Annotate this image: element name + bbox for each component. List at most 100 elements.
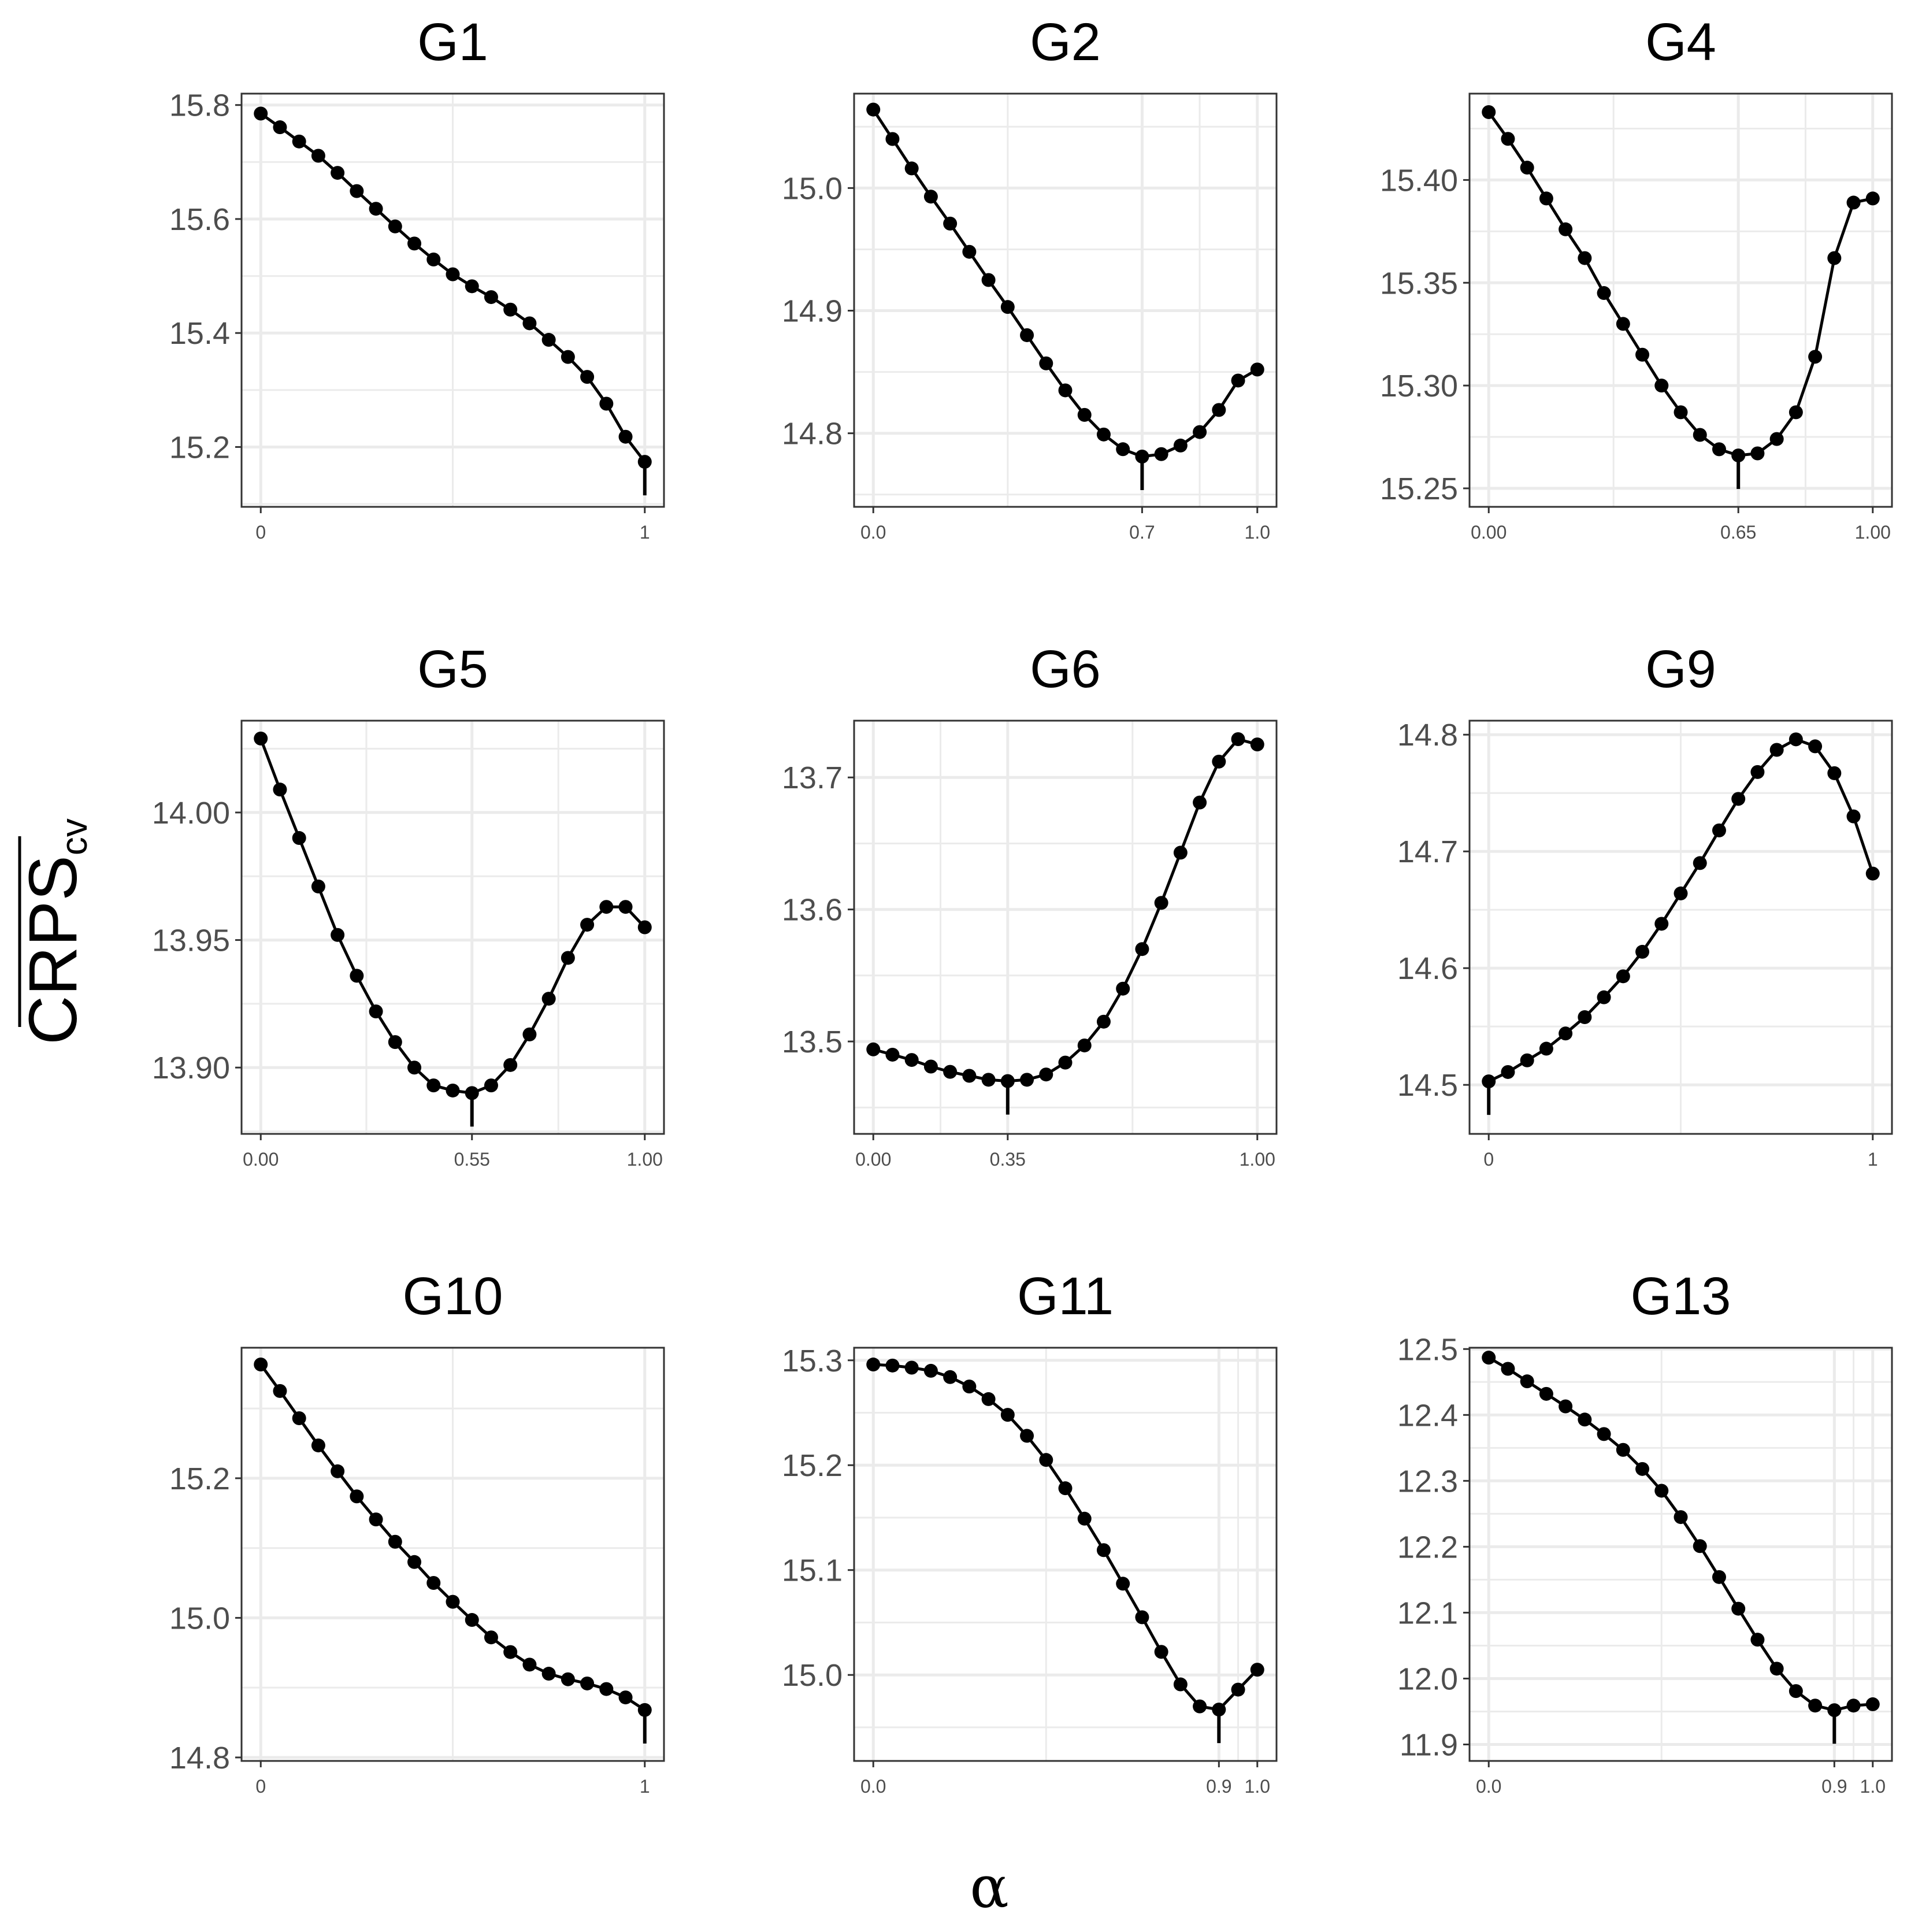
data-point (1635, 944, 1650, 959)
y-tick-label: 15.30 (1380, 369, 1458, 403)
data-point (273, 120, 287, 135)
data-point (1020, 1073, 1034, 1087)
y-tick-label: 15.2 (169, 430, 230, 465)
data-point (1539, 1041, 1553, 1056)
data-point (866, 102, 881, 117)
data-point (618, 900, 633, 914)
data-point (1077, 1511, 1092, 1526)
data-point (273, 1384, 287, 1398)
data-point (1559, 222, 1573, 236)
data-point (1635, 1462, 1650, 1476)
y-tick-label: 11.9 (1400, 1727, 1458, 1762)
data-point (1231, 373, 1245, 388)
data-point (522, 1027, 537, 1041)
y-tick-label: 15.0 (782, 171, 843, 206)
y-tick-label: 15.0 (782, 1658, 843, 1693)
panel-g10: 14.8 15.0 15.2 0 1 G10 (169, 1267, 665, 1797)
data-point (1116, 1577, 1130, 1591)
data-point (1846, 1699, 1861, 1713)
panel-background (1470, 94, 1892, 507)
data-point (292, 134, 306, 149)
data-point (962, 1380, 977, 1394)
x-tick-label: 1 (1868, 1149, 1878, 1170)
data-point (943, 216, 958, 231)
y-axis-title-text: CRPS (15, 855, 91, 1045)
data-point (311, 1438, 325, 1453)
data-point (1250, 1663, 1264, 1677)
panel-border (240, 720, 665, 1135)
data-point (388, 1035, 402, 1050)
data-point (618, 1690, 633, 1705)
data-point (388, 219, 402, 233)
y-tick-label: 12.3 (1397, 1464, 1458, 1499)
data-point (1712, 442, 1726, 457)
data-point (465, 1613, 479, 1627)
y-axis-title-subscript: cv (53, 818, 95, 855)
data-point (866, 1358, 881, 1372)
data-point (923, 1059, 938, 1074)
panel-title: G6 (1030, 640, 1101, 699)
data-point (1769, 743, 1784, 757)
data-point (331, 928, 345, 942)
panels: 15.2 15.4 15.6 15.8 0 1 G1 14.8 14.9 15.0 0.0 0.7 1.… (152, 13, 1893, 1797)
data-point (1578, 1010, 1592, 1025)
data-point (1482, 105, 1496, 120)
data-point (1539, 1386, 1553, 1401)
data-point (1058, 1481, 1073, 1496)
data-point (1135, 1610, 1149, 1625)
data-point (1808, 739, 1823, 754)
panel-background (854, 1348, 1277, 1761)
data-point (350, 969, 364, 983)
data-point (561, 350, 575, 364)
data-point (1520, 1053, 1534, 1067)
y-tick-label: 13.7 (782, 761, 843, 795)
y-tick-label: 14.8 (782, 417, 843, 451)
data-point (426, 1576, 441, 1590)
data-point (331, 1464, 345, 1478)
panel-background (1470, 1348, 1892, 1761)
data-point (1731, 448, 1746, 463)
data-point (1173, 846, 1188, 860)
panel-g2: 14.8 14.9 15.0 0.0 0.7 1.0 G2 (782, 13, 1278, 543)
panel-g4: 15.25 15.30 15.35 15.40 0.00 0.65 1.00 G4 (1380, 13, 1893, 543)
x-tick-label: 1 (640, 522, 650, 543)
data-point (885, 1358, 900, 1373)
x-tick-label: 0 (255, 1776, 266, 1797)
data-point (962, 1069, 977, 1083)
data-point (1750, 446, 1765, 461)
data-point (407, 1060, 422, 1075)
data-point (1501, 1065, 1515, 1079)
panel-g9: 14.5 14.6 14.7 14.8 0 1 G9 (1397, 640, 1893, 1170)
data-point (1250, 737, 1264, 752)
panel-border (1468, 720, 1893, 1135)
data-point (561, 951, 575, 965)
data-point (1520, 161, 1534, 175)
y-tick-label: 12.4 (1397, 1398, 1458, 1433)
data-point (1865, 866, 1880, 881)
panel-title: G11 (1017, 1267, 1114, 1326)
data-point (465, 279, 479, 294)
data-point (637, 455, 652, 469)
y-tick-label: 15.2 (782, 1448, 843, 1483)
data-point (981, 273, 996, 287)
data-point (1154, 1645, 1168, 1659)
x-tick-label: 1.0 (1245, 522, 1270, 543)
panel-border (240, 92, 665, 508)
data-point (1559, 1399, 1573, 1414)
y-tick-label: 14.5 (1397, 1068, 1458, 1103)
x-tick-label: 0.7 (1129, 522, 1155, 543)
y-tick-label: 13.6 (782, 893, 843, 928)
y-tick-label: 14.7 (1397, 835, 1458, 869)
data-point (1077, 407, 1092, 422)
data-point (1578, 1412, 1592, 1427)
data-point (1616, 317, 1630, 331)
data-point (1731, 792, 1746, 806)
data-point (618, 429, 633, 444)
data-point (1674, 405, 1688, 420)
data-point (503, 1058, 518, 1072)
data-point (580, 370, 595, 384)
data-point (1789, 732, 1803, 747)
y-tick-label: 13.95 (152, 924, 230, 958)
panel-g1: 15.2 15.4 15.6 15.8 0 1 G1 (169, 13, 665, 543)
data-point (599, 900, 614, 914)
